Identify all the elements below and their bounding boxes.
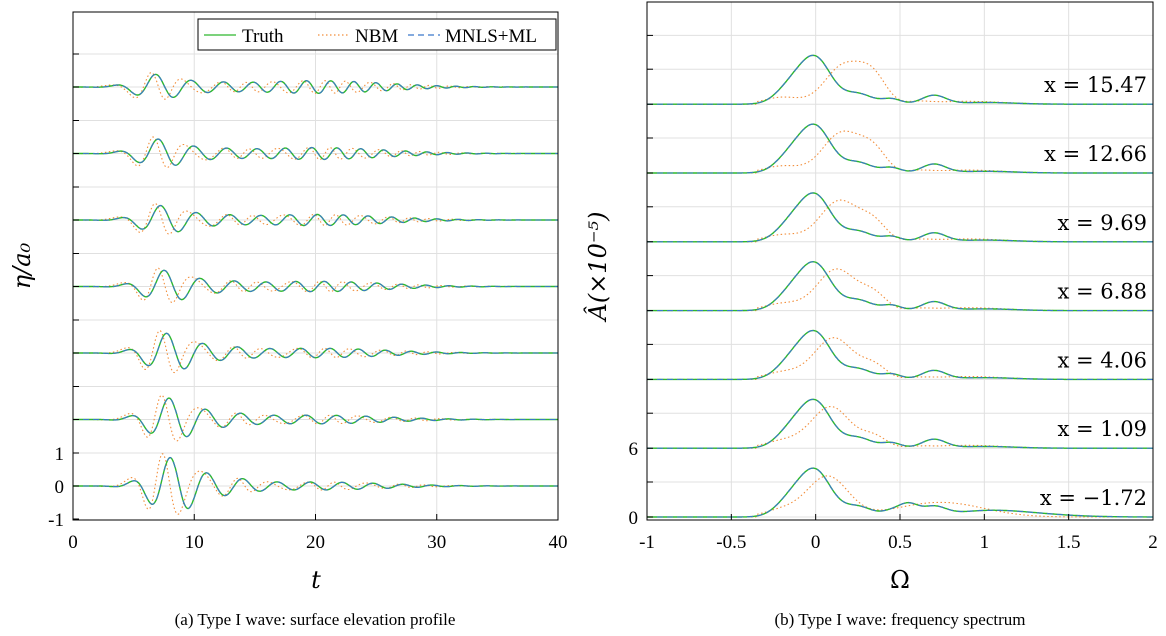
- nbm-trace: [73, 394, 558, 442]
- spectrum-position-label: x = 6.88: [1057, 280, 1147, 304]
- caption-a: (a) Type I wave: surface elevation profi…: [175, 610, 456, 629]
- y-axis-label-b: Â(×10⁻⁵): [583, 212, 612, 323]
- ml-trace: [73, 205, 558, 233]
- y-tick-label: 1: [55, 444, 65, 465]
- x-tick-label: 40: [549, 532, 568, 553]
- spectrum-position-label: x = 4.06: [1057, 348, 1147, 372]
- spectra-b: [647, 54, 1153, 518]
- ml-spectrum: [647, 192, 1153, 243]
- ml-spectrum: [647, 329, 1153, 380]
- panel-b: -1 -0.5 0 0.5 1 1.5 2 6 0 x = −1.72 x = 1.09 x = 4…: [583, 1, 1158, 629]
- ticks-b: [646, 34, 1154, 520]
- legend: Truth NBM MNLS+ML: [197, 18, 557, 51]
- x-tick-label: 30: [427, 532, 446, 553]
- legend-ml-label: MNLS+ML: [445, 26, 537, 47]
- y-tick-label: 6: [629, 439, 639, 460]
- x-tick-label: 1.5: [1057, 532, 1081, 553]
- x-tick-label: 0.5: [888, 532, 912, 553]
- ticks-a: [72, 53, 559, 520]
- ml-trace: [73, 332, 558, 370]
- annotations-b: x = −1.72 x = 1.09 x = 4.06 x = 6.88 x = 9.6…: [1040, 73, 1147, 510]
- x-tick-label: 1: [980, 532, 990, 553]
- nbm-trace: [73, 136, 558, 169]
- x-tick-label: 20: [306, 532, 325, 553]
- tick-labels-b: -1 -0.5 0 0.5 1 1.5 2 6 0: [629, 439, 1158, 553]
- y-tick-label: 0: [55, 477, 65, 498]
- spectrum-position-label: x = 1.09: [1057, 417, 1147, 441]
- spectrum-position-label: x = 15.47: [1044, 73, 1147, 97]
- legend-nbm-label: NBM: [355, 26, 398, 47]
- y-tick-label: 0: [629, 508, 639, 529]
- x-tick-label: 0: [68, 532, 78, 553]
- caption-b: (b) Type I wave: frequency spectrum: [774, 610, 1025, 629]
- spectrum-position-label: x = −1.72: [1040, 486, 1147, 510]
- ml-trace: [73, 269, 558, 301]
- ml-trace: [73, 397, 558, 438]
- x-tick-label: -0.5: [716, 532, 746, 553]
- x-tick-label: -1: [639, 532, 655, 553]
- ml-trace: [73, 138, 558, 166]
- x-tick-label: 2: [1148, 532, 1158, 553]
- spectrum-position-label: x = 12.66: [1044, 142, 1147, 166]
- ml-spectrum: [647, 398, 1153, 449]
- traces-a: [73, 71, 558, 515]
- x-tick-label: 10: [185, 532, 204, 553]
- y-axis-label-a: η/a₀: [8, 242, 36, 289]
- x-tick-label: 0: [811, 532, 821, 553]
- ml-spectrum: [647, 261, 1153, 312]
- ml-trace: [73, 457, 558, 510]
- x-axis-label-a: t: [311, 566, 321, 594]
- legend-box: [197, 18, 557, 51]
- x-axis-label-b: Ω: [890, 566, 910, 594]
- ml-trace: [73, 73, 558, 98]
- y-tick-label: -1: [48, 510, 64, 531]
- ml-spectrum: [647, 123, 1153, 174]
- legend-truth-label: Truth: [242, 26, 284, 47]
- ml-spectrum: [647, 54, 1153, 105]
- grid-b: [647, 2, 1153, 520]
- spectrum-position-label: x = 9.69: [1057, 211, 1147, 235]
